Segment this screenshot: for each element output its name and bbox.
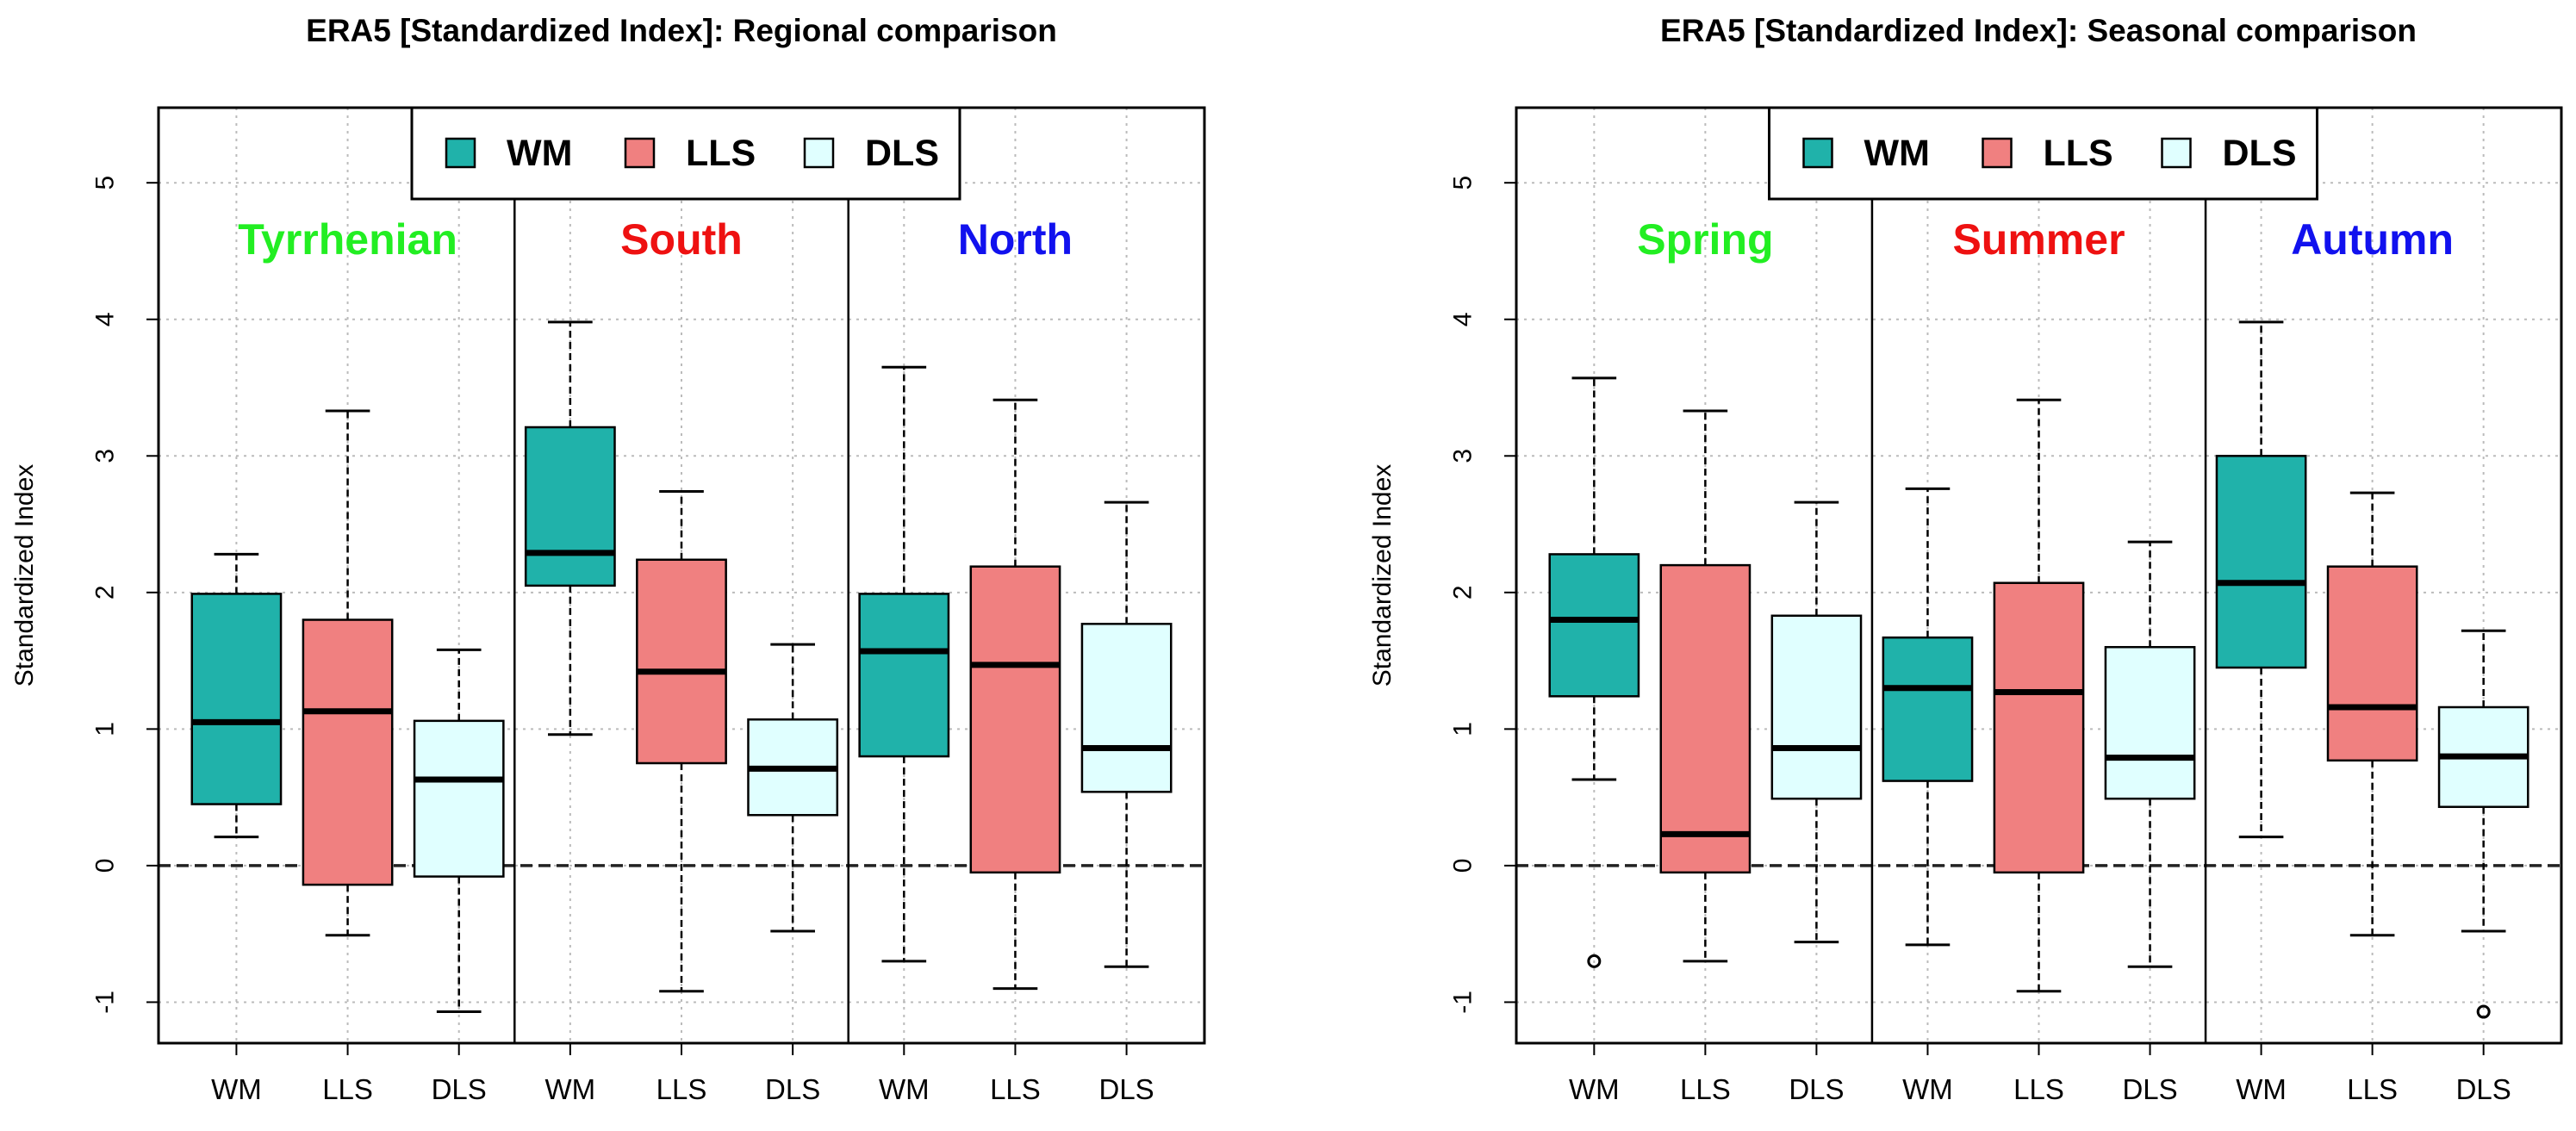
y-tick-label: 3: [1449, 449, 1478, 463]
box-iqr: [524, 426, 616, 587]
x-tick-label: WM: [879, 1073, 930, 1105]
box-iqr: [636, 558, 727, 765]
legend-label-dls: DLS: [2223, 133, 2297, 174]
legend-label-dls: DLS: [865, 133, 939, 174]
y-tick-label: 0: [91, 859, 120, 873]
chart-panel-1: ERA5 [Standardized Index]: Regional comp…: [10, 13, 1206, 1105]
box-iqr: [858, 593, 950, 758]
box-iqr: [1659, 563, 1752, 874]
box-tyrrhenian-dls: DLS: [413, 648, 505, 1105]
x-tick-label: LLS: [322, 1073, 373, 1105]
legend-swatch-wm: [1802, 137, 1833, 169]
outlier-point: [2476, 1004, 2491, 1019]
box-autumn-lls: LLS: [2326, 491, 2418, 1105]
x-tick-label: DLS: [1789, 1073, 1844, 1105]
group-label-summer: Summer: [1952, 215, 2125, 264]
group-label-tyrrhenian: Tyrrhenian: [238, 215, 457, 264]
box-summer-wm: WM: [1882, 487, 1974, 1105]
x-tick-label: WM: [1569, 1073, 1620, 1105]
y-tick-label: -1: [1449, 991, 1478, 1014]
box-north-lls: LLS: [969, 398, 1061, 1105]
x-tick-label: LLS: [2013, 1073, 2064, 1105]
x-tick-label: DLS: [2456, 1073, 2511, 1105]
y-tick-label: 0: [1449, 859, 1478, 873]
legend-swatch-dls: [2161, 137, 2192, 169]
y-tick-label: 3: [91, 449, 120, 463]
box-spring-lls: LLS: [1659, 409, 1752, 1105]
outlier-point: [1587, 954, 1602, 968]
y-tick-label: 1: [91, 722, 120, 736]
box-iqr: [1770, 614, 1863, 800]
y-tick-label: 5: [1449, 176, 1478, 190]
box-tyrrhenian-lls: LLS: [302, 409, 394, 1105]
chart-panel-2: ERA5 [Standardized Index]: Seasonal comp…: [1368, 13, 2563, 1105]
x-tick-label: DLS: [1098, 1073, 1154, 1105]
box-north-dls: DLS: [1080, 500, 1173, 1105]
box-iqr: [190, 593, 283, 805]
x-tick-label: DLS: [2122, 1073, 2177, 1105]
x-tick-label: LLS: [990, 1073, 1041, 1105]
box-summer-dls: DLS: [2104, 540, 2196, 1105]
x-tick-label: WM: [1902, 1073, 1953, 1105]
box-iqr: [1882, 636, 1974, 782]
x-tick-label: DLS: [432, 1073, 487, 1105]
box-iqr: [2326, 565, 2418, 762]
y-tick-label: 2: [1449, 585, 1478, 600]
chart-title: ERA5 [Standardized Index]: Regional comp…: [306, 13, 1057, 48]
box-iqr: [413, 719, 505, 878]
x-tick-label: LLS: [2347, 1073, 2398, 1105]
x-tick-label: LLS: [1680, 1073, 1731, 1105]
box-spring-wm: WM: [1548, 376, 1640, 1105]
y-axis: -1 0 1 2 3 4 5: [1449, 176, 1516, 1014]
y-tick-label: 5: [91, 176, 120, 190]
legend-swatch-lls: [624, 137, 656, 169]
x-tick-label: LLS: [656, 1073, 707, 1105]
legend: WM LLS DLS: [1768, 106, 2318, 201]
legend-swatch-wm: [445, 137, 476, 169]
y-axis-label: Standardized Index: [1368, 464, 1397, 687]
box-iqr: [969, 565, 1061, 874]
y-tick-label: 2: [91, 585, 120, 600]
y-axis-label: Standardized Index: [10, 464, 39, 687]
legend-label-lls: LLS: [686, 133, 756, 174]
box-iqr: [1548, 553, 1640, 698]
group-label-south: South: [620, 215, 743, 264]
legend-frame: [1768, 106, 2318, 201]
box-spring-dls: DLS: [1770, 500, 1863, 1105]
legend-label-lls: LLS: [2044, 133, 2113, 174]
box-iqr: [1080, 623, 1173, 793]
legend-frame: [410, 106, 961, 201]
group-label-autumn: Autumn: [2291, 215, 2454, 264]
legend-label-wm: WM: [1864, 133, 1930, 174]
box-autumn-dls: DLS: [2437, 629, 2529, 1105]
box-iqr: [2215, 455, 2307, 669]
box-south-lls: LLS: [636, 489, 727, 1105]
box-tyrrhenian-wm: WM: [190, 552, 283, 1105]
box-summer-lls: LLS: [1993, 398, 2085, 1105]
x-tick-label: WM: [2236, 1073, 2287, 1105]
legend-swatch-lls: [1982, 137, 2013, 169]
box-autumn-wm: WM: [2215, 320, 2307, 1105]
y-tick-label: 1: [1449, 722, 1478, 736]
box-south-dls: DLS: [747, 643, 839, 1105]
box-iqr: [302, 618, 394, 886]
x-tick-label: WM: [211, 1073, 262, 1105]
group-label-spring: Spring: [1637, 215, 1773, 264]
legend: WM LLS DLS: [410, 106, 961, 201]
box-iqr: [2104, 645, 2196, 800]
y-tick-label: -1: [91, 991, 120, 1014]
legend-label-wm: WM: [507, 133, 572, 174]
box-iqr: [1993, 581, 2085, 874]
x-tick-label: WM: [545, 1073, 596, 1105]
y-tick-label: 4: [91, 312, 120, 326]
legend-swatch-dls: [803, 137, 835, 169]
y-axis: -1 0 1 2 3 4 5: [91, 176, 159, 1014]
box-north-wm: WM: [858, 365, 950, 1105]
chart-title: ERA5 [Standardized Index]: Seasonal comp…: [1660, 13, 2417, 48]
x-tick-label: DLS: [765, 1073, 820, 1105]
box-south-wm: WM: [524, 320, 616, 1105]
group-label-north: North: [958, 215, 1073, 264]
y-tick-label: 4: [1449, 312, 1478, 326]
